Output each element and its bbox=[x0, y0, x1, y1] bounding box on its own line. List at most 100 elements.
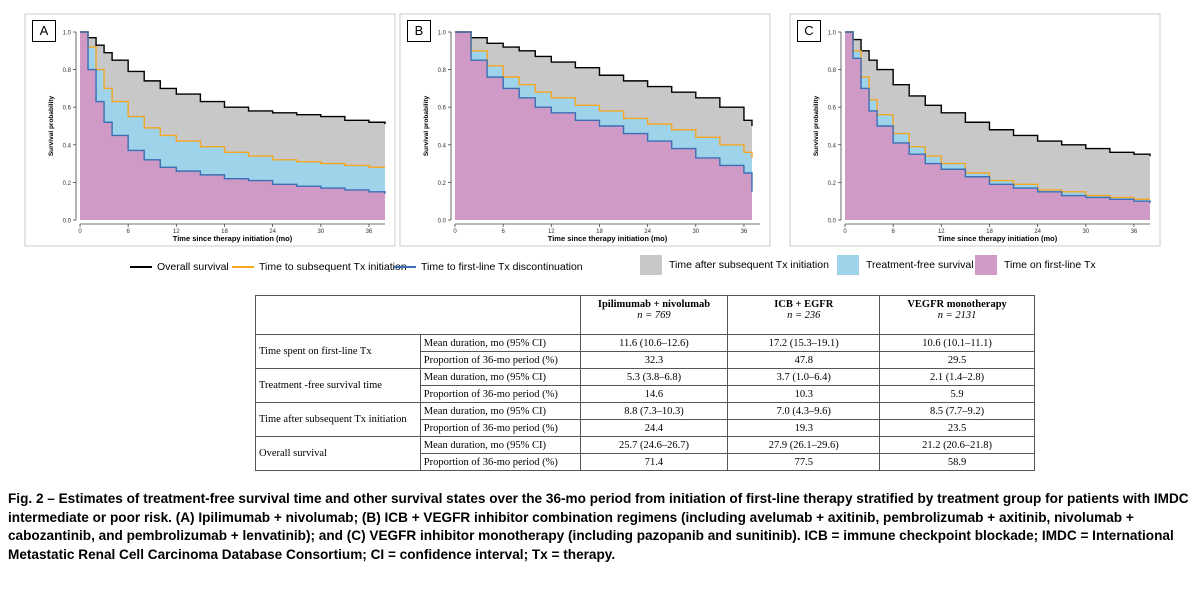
x-tick-label: 12 bbox=[938, 229, 945, 235]
metric-label: Proportion of 36-mo period (%) bbox=[419, 453, 581, 471]
y-tick-label: 1.0 bbox=[828, 31, 837, 37]
legend-label: Time on first-line Tx bbox=[1004, 259, 1096, 271]
y-tick-label: 0.6 bbox=[438, 106, 447, 112]
table-cell: 29.5 bbox=[879, 351, 1035, 369]
table-cell: 5.9 bbox=[879, 385, 1035, 403]
metric-label: Proportion of 36-mo period (%) bbox=[419, 351, 581, 369]
figure-caption: Fig. 2 – Estimates of treatment-free sur… bbox=[8, 491, 1189, 562]
legend-first-line-discontinuation: Time to first-line Tx discontinuation bbox=[394, 261, 583, 273]
overall-survival-line bbox=[455, 31, 753, 126]
metric-label: Mean duration, mo (95% CI) bbox=[419, 402, 581, 420]
x-tick-label: 18 bbox=[986, 229, 993, 235]
x-tick-label: 30 bbox=[692, 229, 699, 235]
subsequent-tx-line bbox=[455, 31, 753, 158]
legend-swatch-blue bbox=[837, 255, 859, 275]
table-cell: 14.6 bbox=[579, 385, 729, 403]
y-tick-label: 0.2 bbox=[438, 181, 447, 187]
results-table: Ipilimumab + nivolumab n = 769 ICB + EGFR… bbox=[255, 295, 1035, 471]
panel-frame bbox=[24, 13, 396, 247]
y-tick-label: 0.6 bbox=[828, 106, 837, 112]
y-tick-label: 0.0 bbox=[438, 219, 447, 225]
row-header: Time after subsequent Tx initiation bbox=[255, 402, 421, 437]
x-tick-label: 0 bbox=[78, 229, 82, 235]
table-cell: 5.3 (3.8–6.8) bbox=[579, 368, 729, 386]
y-axis-label: Survival probability bbox=[813, 95, 820, 156]
y-axis-label: Survival probability bbox=[48, 95, 55, 156]
legend-overall-survival: Overall survival bbox=[130, 261, 229, 273]
y-tick-label: 0.2 bbox=[63, 181, 72, 187]
legend-label: Overall survival bbox=[157, 261, 229, 273]
table-cell: 21.2 (20.6–21.8) bbox=[879, 436, 1035, 454]
time-on-first-line-area bbox=[80, 32, 385, 220]
row-header: Treatment -free survival time bbox=[255, 368, 421, 403]
legend-line-orange bbox=[232, 266, 254, 268]
table-row: Treatment -free survival time Mean durat… bbox=[255, 368, 1035, 403]
y-tick-label: 0.2 bbox=[828, 181, 837, 187]
x-tick-label: 6 bbox=[126, 229, 130, 235]
group-header: VEGFR monotherapy n = 2131 bbox=[879, 295, 1035, 335]
table-cell: 23.5 bbox=[879, 419, 1035, 437]
metric-label: Proportion of 36-mo period (%) bbox=[419, 385, 581, 403]
table-cell: 47.8 bbox=[727, 351, 881, 369]
table-row: Proportion of 36-mo period (%) 24.4 19.3… bbox=[256, 419, 1035, 437]
survival-chart-b: 0.0 0.2 0.4 0.6 0.8 1.0 0 6 12 18 24 30 36 Time since… bbox=[399, 13, 771, 247]
table-cell: 71.4 bbox=[579, 453, 729, 471]
group-header: ICB + EGFR n = 236 bbox=[727, 295, 881, 335]
subsequent-tx-line bbox=[80, 31, 385, 169]
y-tick-label: 0.0 bbox=[63, 219, 72, 225]
x-tick-label: 0 bbox=[453, 229, 457, 235]
metric-label: Mean duration, mo (95% CI) bbox=[419, 368, 581, 386]
y-tick-label: 1.0 bbox=[63, 31, 72, 37]
time-on-first-line-area bbox=[845, 32, 1150, 220]
legend-label: Time to first-line Tx discontinuation bbox=[421, 261, 583, 273]
table-cell: 10.3 bbox=[727, 385, 881, 403]
table-cell: 27.9 (26.1–29.6) bbox=[727, 436, 881, 454]
table-row: Time spent on first-line Tx Mean duratio… bbox=[255, 334, 1035, 369]
survival-chart-a: 0.0 0.2 0.4 0.6 0.8 1.0 0 6 12 18 24 30 36 Time since… bbox=[24, 13, 396, 247]
x-tick-label: 12 bbox=[548, 229, 555, 235]
y-tick-label: 0.8 bbox=[438, 68, 447, 74]
table-cell: 8.5 (7.7–9.2) bbox=[879, 402, 1035, 420]
x-axis-label: Time since therapy initiation (mo) bbox=[938, 234, 1058, 243]
table-row: Proportion of 36-mo period (%) 71.4 77.5… bbox=[256, 453, 1035, 471]
x-tick-label: 24 bbox=[1034, 229, 1041, 235]
table-header-row: Ipilimumab + nivolumab n = 769 ICB + EGFR… bbox=[255, 295, 1035, 335]
table-cell: 58.9 bbox=[879, 453, 1035, 471]
y-tick-label: 0.4 bbox=[63, 143, 72, 149]
x-tick-label: 0 bbox=[843, 229, 847, 235]
x-tick-label: 30 bbox=[1082, 229, 1089, 235]
table-cell: 7.0 (4.3–9.6) bbox=[727, 402, 881, 420]
x-tick-label: 30 bbox=[317, 229, 324, 235]
x-tick-label: 36 bbox=[366, 229, 373, 235]
table-cell: 25.7 (24.6–26.7) bbox=[579, 436, 729, 454]
table-cell: 8.8 (7.3–10.3) bbox=[579, 402, 729, 420]
panel-label-b: B bbox=[407, 20, 431, 42]
y-tick-label: 0.8 bbox=[63, 68, 72, 74]
first-line-discontinuation-line bbox=[845, 31, 1151, 204]
table-cell: 17.2 (15.3–19.1) bbox=[727, 334, 881, 352]
table-cell: 10.6 (10.1–11.1) bbox=[879, 334, 1035, 352]
legend-treatment-free: Treatment-free survival bbox=[837, 255, 974, 275]
overall-survival-line bbox=[845, 31, 1151, 157]
table-row: Overall survival Mean duration, mo (95% … bbox=[255, 436, 1035, 471]
panel-frame bbox=[399, 13, 771, 247]
table-row: Time after subsequent Tx initiation Mean… bbox=[255, 402, 1035, 437]
table-cell: 11.6 (10.6–12.6) bbox=[579, 334, 729, 352]
table-cell: 2.1 (1.4–2.8) bbox=[879, 368, 1035, 386]
x-tick-label: 24 bbox=[269, 229, 276, 235]
x-tick-label: 36 bbox=[1131, 229, 1138, 235]
x-tick-label: 36 bbox=[741, 229, 748, 235]
treatment-free-area bbox=[80, 32, 385, 194]
metric-label: Mean duration, mo (95% CI) bbox=[419, 436, 581, 454]
x-tick-label: 18 bbox=[221, 229, 228, 235]
time-after-subsequent-area bbox=[455, 32, 752, 158]
first-line-discontinuation-line bbox=[455, 31, 753, 192]
row-header: Overall survival bbox=[255, 436, 421, 471]
group-header: Ipilimumab + nivolumab n = 769 bbox=[579, 295, 729, 335]
row-header: Time spent on first-line Tx bbox=[255, 334, 421, 369]
time-after-subsequent-area bbox=[845, 32, 1150, 200]
legend-swatch-pink bbox=[975, 255, 997, 275]
legend-subsequent-tx: Time to subsequent Tx initiation bbox=[232, 261, 407, 273]
legend-label: Time after subsequent Tx initiation bbox=[669, 259, 829, 271]
table-corner-cell bbox=[255, 295, 581, 335]
